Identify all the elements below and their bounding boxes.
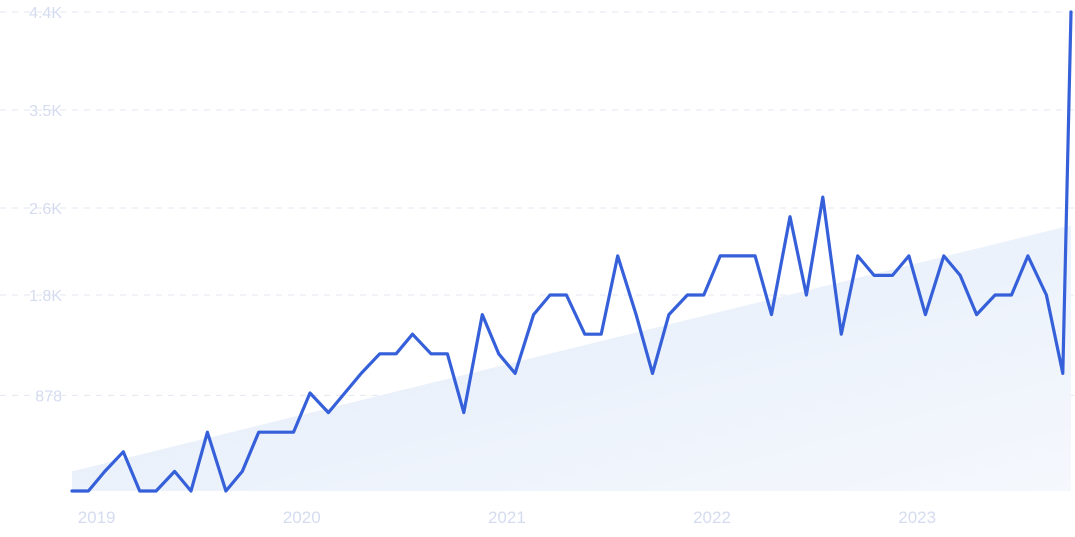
y-axis-tick-labels: 878 1.8K 2.6K 3.5K 4.4K xyxy=(29,5,62,405)
y-tick-label: 2.6K xyxy=(29,201,62,218)
series-line xyxy=(70,10,1073,493)
x-axis-tick-labels: 2019 2020 2021 2022 2023 xyxy=(78,508,936,527)
y-tick-label: 3.5K xyxy=(29,103,62,120)
y-tick-label: 4.4K xyxy=(29,5,62,22)
x-tick-label: 2019 xyxy=(78,508,116,527)
trend-area-shape xyxy=(72,225,1071,491)
y-tick-label: 878 xyxy=(35,388,62,405)
y-tick-label: 1.8K xyxy=(29,288,62,305)
x-tick-label: 2021 xyxy=(488,508,526,527)
x-tick-label: 2020 xyxy=(283,508,321,527)
trend-area xyxy=(72,225,1071,491)
x-tick-label: 2022 xyxy=(693,508,731,527)
series-line-layer xyxy=(70,10,1073,493)
x-tick-label: 2023 xyxy=(898,508,936,527)
